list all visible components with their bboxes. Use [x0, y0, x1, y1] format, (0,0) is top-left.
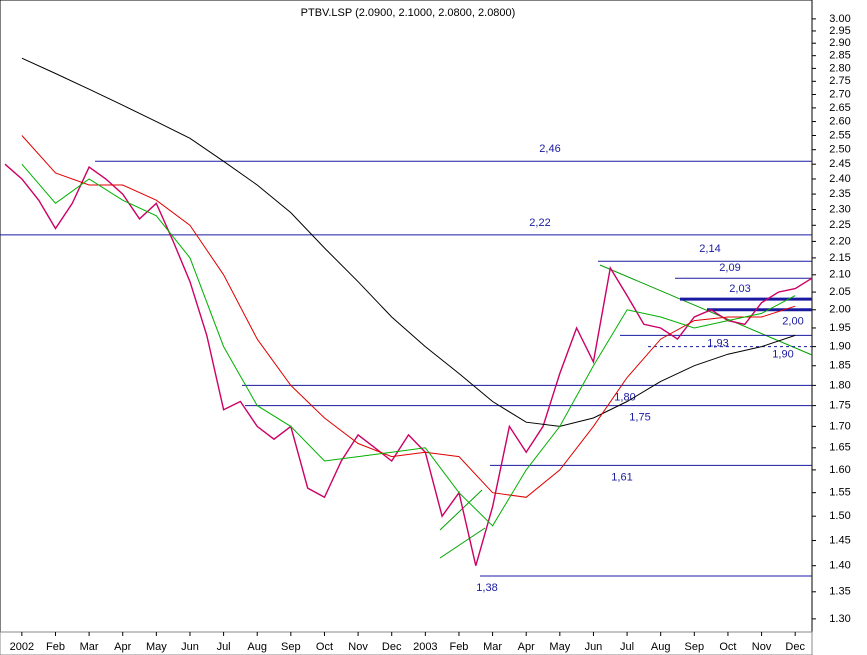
level-label: 1,61 [611, 471, 632, 483]
x-tick-label: May [549, 641, 570, 653]
x-tick-label: Dec [785, 641, 805, 653]
x-tick-label: Apr [114, 641, 131, 653]
level-label: 1,80 [614, 391, 635, 403]
y-tick-label: 1.80 [829, 379, 850, 391]
y-tick-label: 1.75 [829, 400, 850, 412]
series-line [21, 57, 796, 427]
y-tick-label: 2.00 [829, 304, 850, 316]
x-tick-label: Nov [348, 641, 368, 653]
x-tick-label: Nov [752, 641, 772, 653]
y-tick-label: 2.05 [829, 286, 850, 298]
x-tick-label: 2002 [10, 641, 34, 653]
y-tick-label: 2.70 [829, 88, 850, 100]
y-tick-label: 2.35 [829, 188, 850, 200]
y-tick-label: 2.90 [829, 37, 850, 49]
y-tick-label: 1.90 [829, 341, 850, 353]
x-tick-label: Jul [620, 641, 634, 653]
y-tick-label: 2.30 [829, 203, 850, 215]
x-tick-label: Dec [382, 641, 402, 653]
level-label: 2,14 [699, 243, 720, 255]
y-tick-label: 2.15 [829, 252, 850, 264]
plot-area [0, 0, 813, 633]
y-tick-label: 2.40 [829, 173, 850, 185]
y-tick-label: 2.85 [829, 50, 850, 62]
y-tick-label: 1.95 [829, 322, 850, 334]
y-tick-label: 1.65 [829, 442, 850, 454]
level-label: 2,09 [719, 262, 740, 274]
y-tick-label: 1.40 [829, 560, 850, 572]
x-tick-label: Jun [181, 641, 199, 653]
trend-line [439, 527, 486, 559]
trend-line [439, 489, 483, 531]
level-label: 2,46 [539, 143, 560, 155]
level-label: 2,22 [529, 217, 550, 229]
x-tick-label: Feb [46, 641, 65, 653]
y-tick-label: 1.45 [829, 534, 850, 546]
series-line [21, 135, 796, 498]
y-tick-label: 2.25 [829, 219, 850, 231]
y-tick-label: 3.00 [829, 13, 850, 25]
oscillator-panel [0, 631, 813, 655]
x-tick-label: Oct [316, 641, 333, 653]
y-tick-label: 2.55 [829, 129, 850, 141]
x-tick-label: Jun [585, 641, 603, 653]
level-label: 1,90 [772, 349, 793, 361]
chart-title: PTBV.LSP (2.0900, 2.1000, 2.0800, 2.0800… [301, 7, 516, 19]
x-tick-label: Mar [483, 641, 502, 653]
x-tick-label: 2003 [413, 641, 437, 653]
x-tick-label: Mar [80, 641, 99, 653]
y-tick-label: 1.50 [829, 510, 850, 522]
trend-line [599, 264, 813, 356]
y-tick-label: 2.60 [829, 115, 850, 127]
y-tick-label: 2.50 [829, 144, 850, 156]
x-tick-label: Jul [217, 641, 231, 653]
x-tick-label: Oct [719, 641, 736, 653]
y-tick-label: 1.30 [829, 613, 850, 625]
y-tick-label: 2.20 [829, 235, 850, 247]
y-tick-label: 1.85 [829, 360, 850, 372]
series-line [4, 163, 813, 566]
y-tick-label: 1.55 [829, 487, 850, 499]
level-label: 2,00 [782, 316, 803, 328]
y-tick-label: 2.75 [829, 75, 850, 87]
level-label: 1,75 [629, 412, 650, 424]
series-line [21, 163, 796, 527]
x-tick-label: Sep [685, 641, 705, 653]
y-tick-label: 1.60 [829, 464, 850, 476]
y-tick-label: 2.45 [829, 158, 850, 170]
x-tick-label: Aug [247, 641, 267, 653]
level-label: 1,93 [707, 337, 728, 349]
x-tick-label: Apr [518, 641, 535, 653]
x-tick-label: Feb [449, 641, 468, 653]
x-tick-label: Aug [651, 641, 671, 653]
y-tick-label: 2.80 [829, 62, 850, 74]
x-tick-label: May [146, 641, 167, 653]
level-label: 1,38 [476, 582, 497, 594]
y-tick-label: 1.35 [829, 586, 850, 598]
level-label: 2,03 [729, 283, 750, 295]
y-tick-label: 1.70 [829, 420, 850, 432]
y-tick-label: 2.95 [829, 25, 850, 37]
y-tick-label: 2.65 [829, 102, 850, 114]
x-tick-label: Sep [281, 641, 301, 653]
y-tick-label: 2.10 [829, 269, 850, 281]
